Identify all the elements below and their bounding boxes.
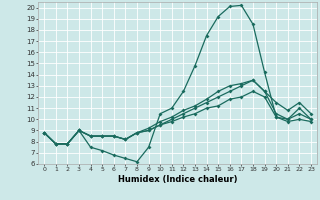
X-axis label: Humidex (Indice chaleur): Humidex (Indice chaleur) xyxy=(118,175,237,184)
